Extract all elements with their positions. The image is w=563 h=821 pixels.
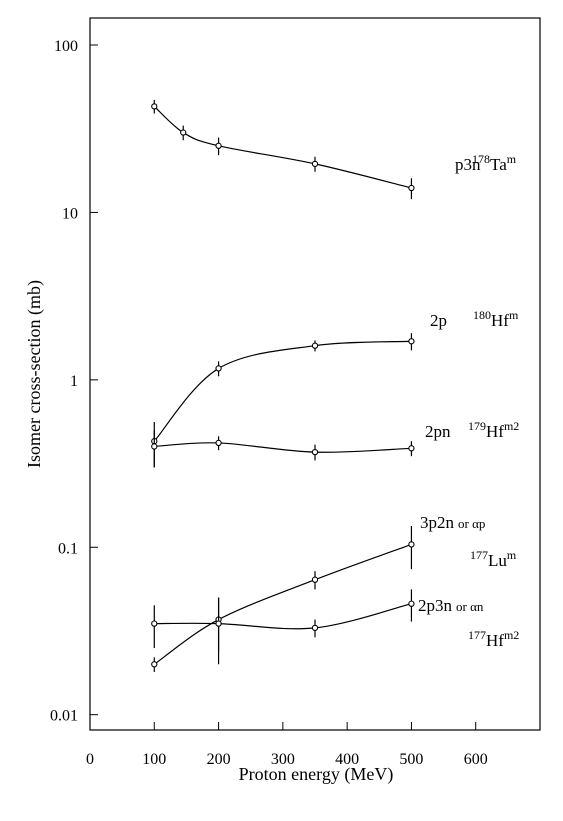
reaction: 2pn <box>425 422 451 441</box>
data-point <box>311 448 319 456</box>
series-label: p3n <box>455 155 481 174</box>
reaction: 2p <box>430 311 447 330</box>
alt-reaction: or αn <box>456 599 484 614</box>
element: Hf <box>486 631 504 650</box>
data-point <box>151 103 158 110</box>
data-point <box>151 443 158 450</box>
y-axis-title: Isomer cross-section (mb) <box>24 280 45 468</box>
alt-reaction: or αp <box>458 516 485 531</box>
reaction: 2p3n <box>418 596 453 615</box>
series-line <box>154 442 412 453</box>
isomer-state: m2 <box>504 419 519 433</box>
data-point <box>311 624 319 632</box>
data-point <box>408 184 415 192</box>
x-tick-label: 0 <box>86 751 94 768</box>
data-point <box>311 342 319 349</box>
reaction: 3p2n <box>420 513 455 532</box>
data-point <box>151 620 158 627</box>
series-label: 2pn <box>425 422 451 441</box>
isomer-state: m <box>507 548 517 562</box>
x-tick-label: 300 <box>271 751 295 768</box>
nuclide: 177Hfm2 <box>468 628 519 650</box>
x-tick-label: 600 <box>464 751 488 768</box>
element: Hf <box>486 422 504 441</box>
data-point <box>215 142 222 149</box>
isomer-state: m2 <box>504 628 519 642</box>
data-point <box>311 576 319 583</box>
x-tick-label: 200 <box>207 751 231 768</box>
plot-frame <box>89 17 541 731</box>
data-point <box>151 661 158 668</box>
mass-number: 180 <box>473 308 491 322</box>
data-point <box>408 600 415 607</box>
series-label: 2p3n or αn <box>418 596 484 615</box>
mass-number: 179 <box>468 419 486 433</box>
mass-number: 177 <box>470 548 488 562</box>
isomer-state: m <box>509 308 519 322</box>
mass-number: 178 <box>472 152 490 166</box>
reaction: p3n <box>455 155 481 174</box>
mass-number: 177 <box>468 628 486 642</box>
isomer-state: m <box>507 152 517 166</box>
series-line <box>154 603 412 630</box>
data-point <box>408 338 415 345</box>
series-line <box>153 543 412 665</box>
x-tick-label: 500 <box>399 751 423 768</box>
element: Hf <box>491 311 509 330</box>
data-point <box>215 439 222 447</box>
series-label: 2p <box>430 311 447 330</box>
x-tick-label: 100 <box>142 751 166 768</box>
y-tick-label: 0.01 <box>50 708 78 725</box>
y-tick-label: 10 <box>62 205 78 222</box>
nuclide: 180Hfm <box>473 308 519 330</box>
element: Lu <box>488 551 507 570</box>
nuclide: 178Tam <box>472 152 517 174</box>
data-point <box>215 620 222 627</box>
y-tick-label: 0.1 <box>58 540 78 557</box>
nuclide: 179Hfm2 <box>468 419 519 441</box>
element: Ta <box>490 155 507 174</box>
data-point <box>408 541 415 548</box>
data-point <box>408 445 415 452</box>
data-point <box>311 160 319 168</box>
series-label: 3p2n or αp <box>420 513 485 532</box>
data-point <box>215 365 222 372</box>
x-axis-title: Proton energy (MeV) <box>239 764 394 785</box>
series-line <box>153 340 412 442</box>
data-point <box>180 129 187 136</box>
y-tick-label: 1 <box>70 373 78 390</box>
x-tick-label: 400 <box>335 751 359 768</box>
series-line <box>153 105 412 189</box>
y-tick-label: 100 <box>54 38 78 55</box>
nuclide: 177Lum <box>470 548 517 570</box>
